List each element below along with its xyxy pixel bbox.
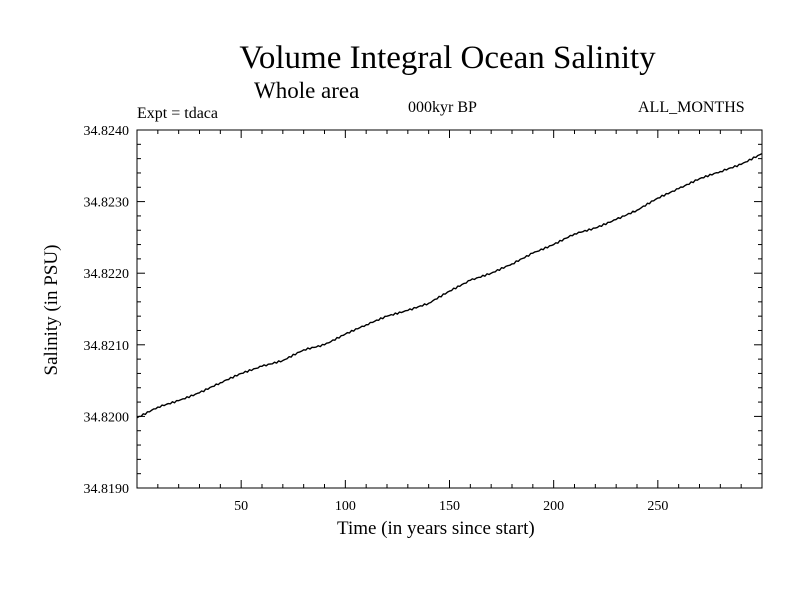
plot-frame — [136, 129, 763, 489]
x-tick-label: 200 — [543, 499, 564, 514]
months-label: ALL_MONTHS — [638, 99, 745, 116]
x-tick-label: 100 — [335, 499, 356, 514]
y-tick-label: 34.8230 — [84, 196, 130, 211]
x-tick-label: 50 — [234, 499, 248, 514]
y-tick-label: 34.8220 — [84, 267, 130, 282]
experiment-label: Expt = tdaca — [137, 105, 218, 122]
chart-title: Volume Integral Ocean Salinity — [239, 40, 656, 76]
y-tick-label: 34.8200 — [84, 410, 130, 425]
chart-subtitle: Whole area — [254, 78, 360, 103]
series-line — [136, 152, 763, 419]
epoch-label: 000kyr BP — [408, 99, 477, 116]
y-tick-label: 34.8240 — [84, 124, 130, 139]
y-tick-label: 34.8210 — [84, 339, 130, 354]
y-tick-label: 34.8190 — [84, 482, 130, 497]
x-axis-label: Time (in years since start) — [337, 518, 535, 539]
x-tick-label: 150 — [439, 499, 460, 514]
x-tick-label: 250 — [647, 499, 668, 514]
